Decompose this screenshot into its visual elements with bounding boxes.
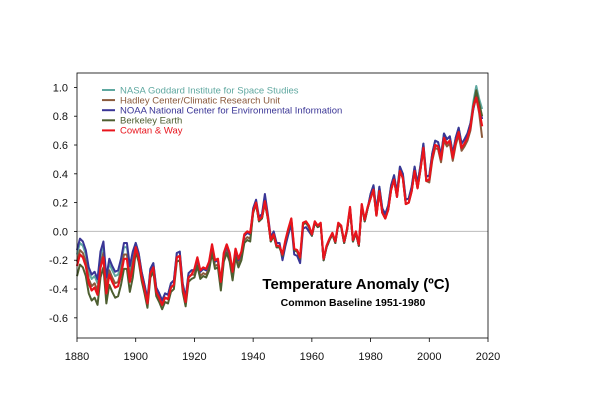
series-line-4 [75,96,484,306]
x-tick-label: 2000 [417,351,441,363]
y-tick-label: -0.4 [49,284,68,296]
legend-label: Cowtan & Way [120,126,183,137]
legend-label: Berkeley Earth [120,116,182,127]
y-tick-label: 0.0 [53,226,68,238]
y-tick-label: 0.8 [53,111,68,123]
chart-title: Temperature Anomaly (ºC) [262,276,449,293]
x-tick-label: 1980 [358,351,382,363]
x-tick-label: 1960 [300,351,324,363]
series-layer [75,84,484,311]
plot-frame [76,72,489,339]
y-tick-label: 1.0 [53,82,68,94]
x-tick-label: 1880 [65,351,89,363]
legend-label: Hadley Center/Climatic Research Unit [120,95,280,106]
legend-label: NASA Goddard Institute for Space Studies [120,85,299,96]
x-tick-label: 1900 [123,351,147,363]
y-tick-label: 0.4 [53,169,68,181]
chart-subtitle: Common Baseline 1951-1980 [281,297,426,309]
x-tick-label: 1920 [182,351,206,363]
axes: 1880 1900 1920 1940 1960 1980 2000 2020 1.0 0.8 0.… [49,82,500,363]
y-tick-label: -0.2 [49,255,68,267]
y-tick-label: -0.6 [49,313,68,325]
legend-label: NOAA National Center for Environmental I… [120,106,342,117]
x-tick-label: 1940 [241,351,265,363]
x-tick-label: 2020 [476,351,500,363]
y-tick-label: 0.6 [53,140,68,152]
legend: NASA Goddard Institute for Space Studies… [102,85,342,137]
y-tick-label: 0.2 [53,198,68,210]
